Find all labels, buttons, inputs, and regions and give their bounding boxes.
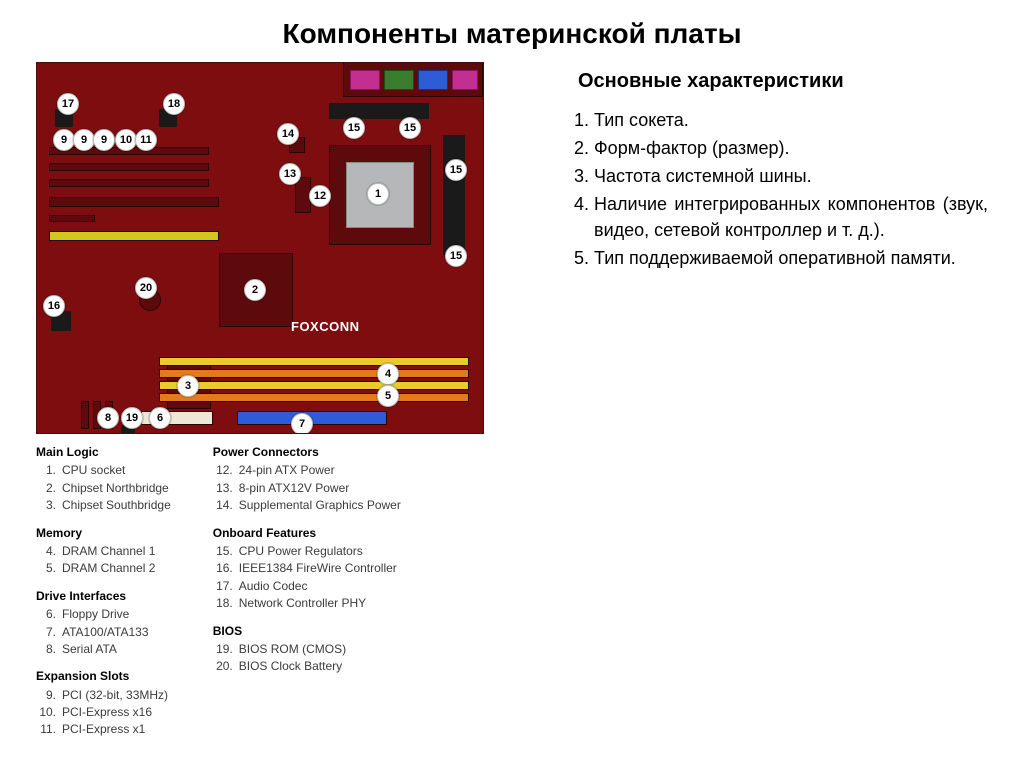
callout-tag: 15 [445, 245, 467, 267]
sata [81, 401, 89, 429]
callout-tag: 17 [57, 93, 79, 115]
legend-item: 10.PCI-Express x16 [36, 704, 171, 721]
legend: Main Logic1.CPU socket2.Chipset Northbri… [36, 444, 516, 739]
characteristics-list: Тип сокета.Форм-фактор (размер).Частота … [546, 107, 988, 272]
pci-slot [49, 163, 209, 171]
legend-item: 20.BIOS Clock Battery [213, 658, 401, 675]
legend-item: 12.24-pin ATX Power [213, 462, 401, 479]
legend-heading: Onboard Features [213, 525, 401, 542]
pci-slot [49, 179, 209, 187]
legend-heading: Main Logic [36, 444, 171, 461]
callout-tag: 6 [149, 407, 171, 429]
callout-tag: 11 [135, 129, 157, 151]
callout-tag: 10 [115, 129, 137, 151]
characteristic-item: Форм-фактор (размер). [594, 135, 988, 161]
legend-heading: Memory [36, 525, 171, 542]
pcie16-slot [49, 197, 219, 207]
callout-tag: 18 [163, 93, 185, 115]
page-title: Компоненты материнской платы [0, 0, 1024, 50]
callout-tag: 1 [367, 183, 389, 205]
callout-tag: 2 [244, 279, 266, 301]
legend-item: 3.Chipset Southbridge [36, 497, 171, 514]
callout-tag: 15 [445, 159, 467, 181]
legend-item: 19.BIOS ROM (CMOS) [213, 641, 401, 658]
ram-slot [159, 357, 469, 366]
legend-item: 14.Supplemental Graphics Power [213, 497, 401, 514]
callout-tag: 5 [377, 385, 399, 407]
subheading: Основные характеристики [578, 70, 988, 93]
callout-tag: 7 [291, 413, 313, 434]
motherboard-diagram: FOXCONN 12345678999101112131415151515161… [36, 62, 484, 434]
brand-label: FOXCONN [291, 319, 360, 334]
callout-tag: 9 [53, 129, 75, 151]
characteristic-item: Тип поддерживаемой оперативной памяти. [594, 245, 988, 271]
right-column: Основные характеристики Тип сокета.Форм-… [516, 62, 988, 739]
legend-heading: BIOS [213, 623, 401, 640]
ram-slot [159, 369, 469, 378]
callout-tag: 9 [93, 129, 115, 151]
legend-heading: Expansion Slots [36, 668, 171, 685]
callout-tag: 4 [377, 363, 399, 385]
callout-tag: 13 [279, 163, 301, 185]
callout-tag: 16 [43, 295, 65, 317]
ram-slot [159, 381, 469, 390]
left-column: FOXCONN 12345678999101112131415151515161… [36, 62, 516, 739]
callout-tag: 9 [73, 129, 95, 151]
callout-tag: 12 [309, 185, 331, 207]
callout-tag: 19 [121, 407, 143, 429]
ram-slot [159, 393, 469, 402]
pcie1-slot [49, 215, 95, 222]
legend-item: 8.Serial ATA [36, 641, 171, 658]
legend-item: 17.Audio Codec [213, 578, 401, 595]
legend-item: 16.IEEE1384 FireWire Controller [213, 560, 401, 577]
legend-item: 4.DRAM Channel 1 [36, 543, 171, 560]
callout-tag: 15 [399, 117, 421, 139]
legend-item: 6.Floppy Drive [36, 606, 171, 623]
io-ports [343, 62, 483, 97]
legend-item: 15.CPU Power Regulators [213, 543, 401, 560]
characteristic-item: Частота системной шины. [594, 163, 988, 189]
callout-tag: 20 [135, 277, 157, 299]
legend-item: 18.Network Controller PHY [213, 595, 401, 612]
content: FOXCONN 12345678999101112131415151515161… [0, 50, 1024, 739]
legend-item: 13.8-pin ATX12V Power [213, 480, 401, 497]
legend-heading: Drive Interfaces [36, 588, 171, 605]
legend-item: 11.PCI-Express x1 [36, 721, 171, 738]
callout-tag: 15 [343, 117, 365, 139]
pcie16-slot [49, 231, 219, 241]
legend-item: 7.ATA100/ATA133 [36, 624, 171, 641]
callout-tag: 3 [177, 375, 199, 397]
legend-item: 9.PCI (32-bit, 33MHz) [36, 687, 171, 704]
legend-item: 5.DRAM Channel 2 [36, 560, 171, 577]
callout-tag: 14 [277, 123, 299, 145]
legend-heading: Power Connectors [213, 444, 401, 461]
characteristic-item: Тип сокета. [594, 107, 988, 133]
legend-item: 2.Chipset Northbridge [36, 480, 171, 497]
callout-tag: 8 [97, 407, 119, 429]
legend-item: 1.CPU socket [36, 462, 171, 479]
characteristic-item: Наличие интегрированных компонентов (зву… [594, 191, 988, 243]
